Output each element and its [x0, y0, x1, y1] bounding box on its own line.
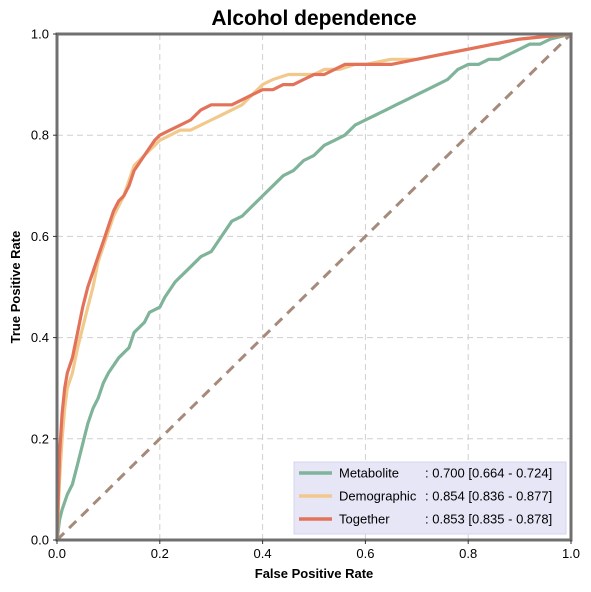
y-tick-label: 0.0	[31, 533, 49, 548]
legend-stats-metabolite: : 0.700 [0.664 - 0.724]	[425, 466, 552, 481]
legend-label-demographic: Demographic	[339, 489, 417, 504]
series-layer	[55, 32, 573, 542]
legend-label-metabolite: Metabolite	[339, 466, 399, 481]
x-tick-label: 0.2	[151, 546, 169, 561]
y-tick-label: 0.8	[31, 128, 49, 143]
x-tick-label: 0.0	[48, 546, 66, 561]
series-line-demographic	[55, 32, 573, 542]
x-axis-ticks: 0.0 0.2 0.4 0.6 0.8 1.0	[48, 540, 580, 561]
y-axis-ticks: 0.0 0.2 0.4 0.6 0.8 1.0	[31, 27, 57, 548]
legend-stats-demographic: : 0.854 [0.836 - 0.877]	[425, 489, 552, 504]
y-tick-label: 1.0	[31, 27, 49, 42]
x-axis-label: False Positive Rate	[255, 566, 374, 581]
legend-stats-together: : 0.853 [0.835 - 0.878]	[425, 512, 552, 527]
chance-diagonal-line	[55, 32, 573, 542]
legend: Metabolite : 0.700 [0.664 - 0.724] Demogr…	[293, 461, 567, 535]
y-tick-label: 0.6	[31, 229, 49, 244]
series-line-metabolite	[55, 32, 573, 542]
x-tick-label: 0.4	[254, 546, 272, 561]
legend-label-together: Together	[339, 512, 390, 527]
y-tick-label: 0.4	[31, 330, 49, 345]
legend-box	[293, 461, 567, 535]
chart-title: Alcohol dependence	[211, 7, 416, 30]
series-line-together	[55, 32, 573, 542]
x-tick-label: 1.0	[562, 546, 580, 561]
y-tick-label: 0.2	[31, 431, 49, 446]
x-tick-label: 0.8	[459, 546, 477, 561]
x-tick-label: 0.6	[356, 546, 374, 561]
y-axis-label: True Positive Rate	[8, 231, 23, 344]
plot-frame	[55, 32, 573, 542]
